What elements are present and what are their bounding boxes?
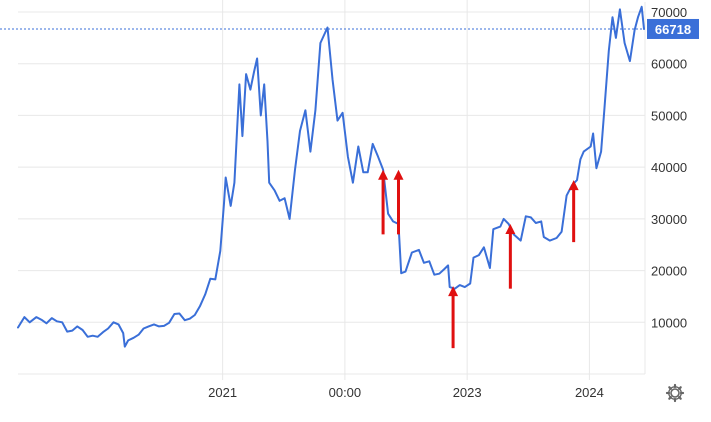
y-tick-label: 40000 <box>651 160 687 175</box>
y-axis-ticks: 10000 20000 30000 40000 50000 60000 70000 <box>651 5 687 330</box>
y-tick-label: 20000 <box>651 264 687 279</box>
x-tick-label: 2024 <box>575 385 604 400</box>
y-tick-label: 10000 <box>651 315 687 330</box>
red-arrow-annotation <box>393 169 404 235</box>
y-tick-label: 60000 <box>651 57 687 72</box>
annotations <box>378 169 579 349</box>
red-arrow-annotation <box>448 286 459 349</box>
y-tick-label: 70000 <box>651 5 687 20</box>
y-tick-label: 30000 <box>651 212 687 227</box>
price-series-line <box>17 5 645 348</box>
x-tick-label: 00:00 <box>329 385 362 400</box>
red-arrow-annotation <box>378 169 389 235</box>
current-price-badge: 66718 <box>647 18 699 39</box>
gear-icon[interactable] <box>665 383 685 403</box>
series <box>17 5 645 348</box>
red-arrow-annotation <box>568 180 579 243</box>
x-tick-label: 2021 <box>208 385 237 400</box>
y-tick-label: 50000 <box>651 108 687 123</box>
red-arrow-annotation <box>505 224 516 289</box>
x-axis-ticks: 2021 00:00 2023 2024 <box>208 385 604 400</box>
price-badge-group: 66718 <box>647 18 699 39</box>
x-tick-label: 2023 <box>453 385 482 400</box>
current-price-label: 66718 <box>655 22 691 37</box>
